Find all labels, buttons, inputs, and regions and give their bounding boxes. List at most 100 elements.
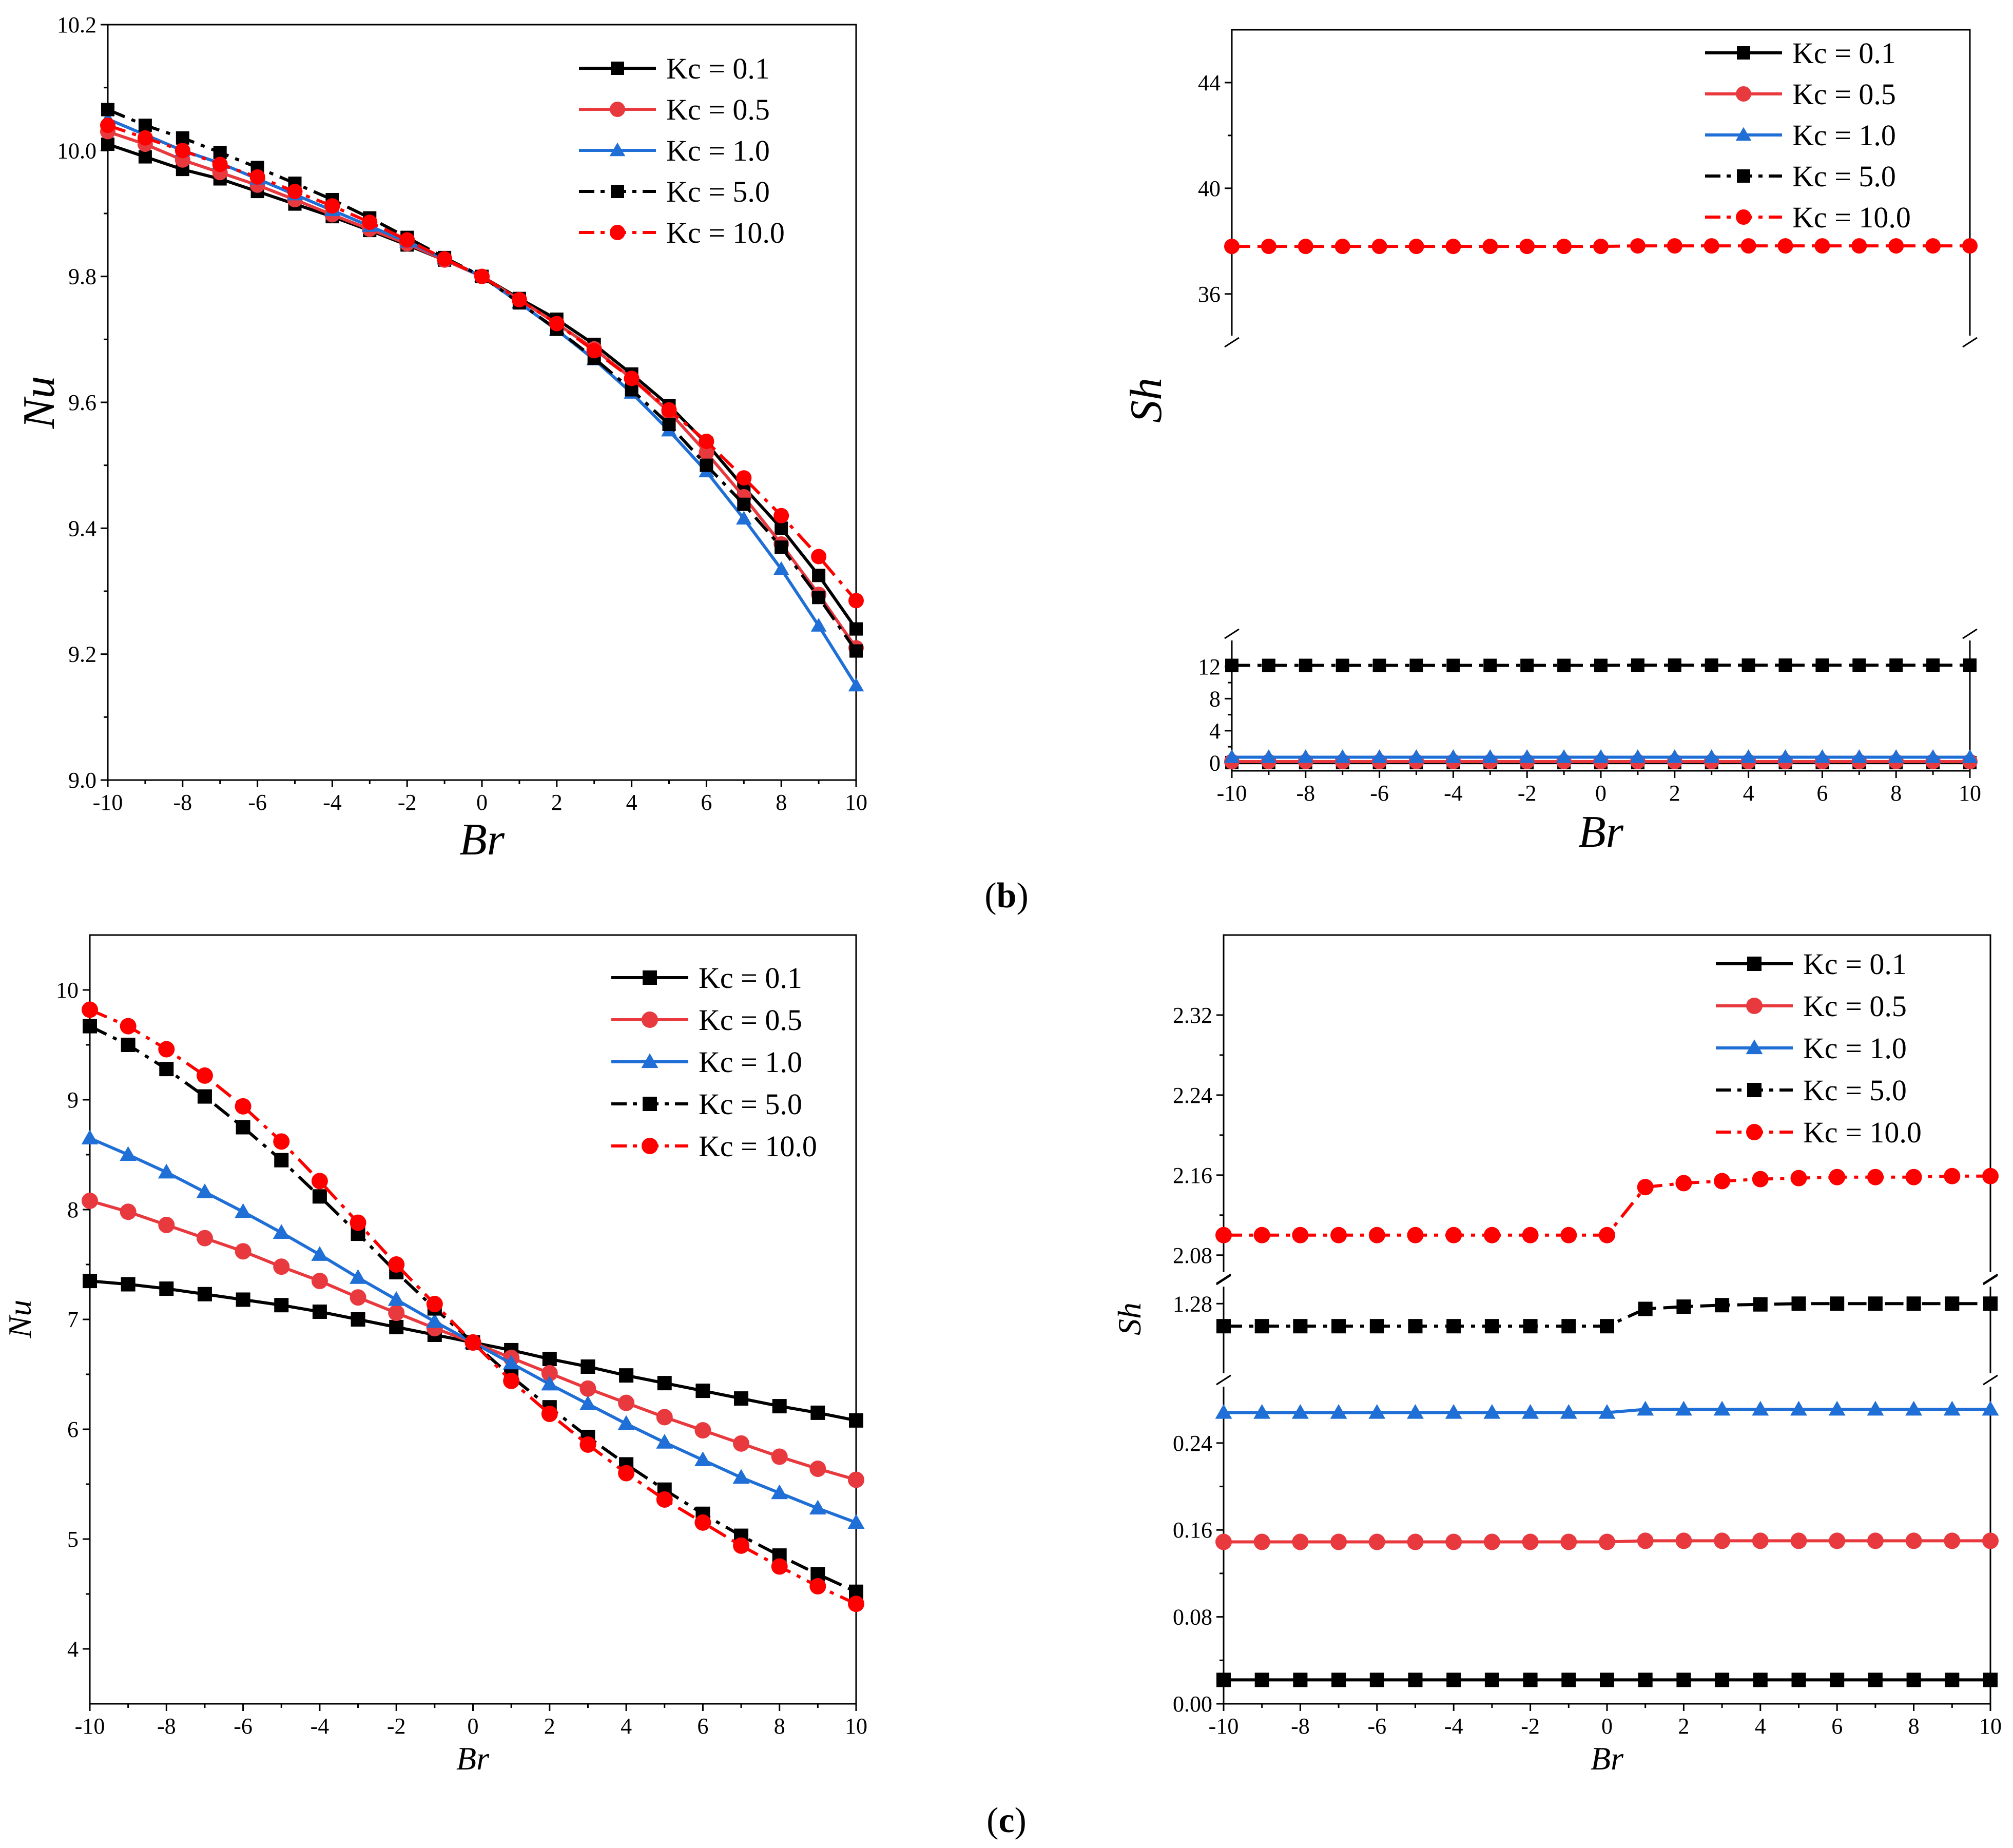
data-point	[1925, 749, 1941, 763]
data-point	[1962, 238, 1978, 254]
data-point	[848, 1596, 864, 1612]
data-point	[848, 677, 864, 692]
axis-break-mark	[1962, 628, 1978, 639]
data-point	[1714, 1173, 1731, 1190]
data-point	[83, 1019, 97, 1034]
data-point	[1407, 1227, 1424, 1243]
data-point	[1225, 658, 1238, 672]
data-point	[662, 417, 676, 431]
data-point	[1705, 658, 1718, 672]
data-point	[812, 591, 826, 605]
data-point	[1631, 658, 1644, 672]
data-point	[1599, 1227, 1615, 1243]
x-tick-label: -6	[1367, 1714, 1386, 1739]
data-point	[694, 1514, 711, 1531]
data-point	[1334, 239, 1350, 255]
data-point	[196, 1067, 213, 1084]
x-axis-title: Br	[456, 1740, 490, 1777]
data-point	[1778, 658, 1792, 672]
x-tick-label: 2	[544, 1714, 555, 1739]
data-point	[175, 143, 190, 159]
data-point	[771, 1484, 788, 1500]
axis-break-mark	[1983, 1274, 1998, 1286]
legend-marker-4	[1746, 1124, 1763, 1140]
x-axis-title: Br	[459, 815, 505, 865]
data-point	[1561, 1319, 1576, 1334]
data-point	[1369, 1672, 1384, 1687]
x-tick-label: 10	[845, 790, 867, 815]
data-point	[1298, 749, 1314, 763]
x-tick-label: -6	[248, 790, 267, 815]
x-tick-label: -4	[311, 1714, 330, 1739]
data-point	[586, 343, 602, 359]
data-point	[618, 1394, 635, 1411]
data-point	[1777, 238, 1793, 254]
data-point	[1752, 1400, 1769, 1416]
x-tick-label: 4	[1755, 1714, 1766, 1739]
data-point	[1925, 238, 1941, 254]
data-point	[197, 1287, 212, 1301]
series-line-3	[89, 1024, 857, 1593]
data-point	[736, 511, 752, 525]
legend-label-0: Kc = 0.1	[666, 52, 770, 85]
data-point	[464, 1334, 481, 1351]
y-tick-label: 12	[1198, 654, 1221, 679]
axis-break-mark	[1962, 337, 1978, 348]
x-tick-label: -10	[1209, 1714, 1239, 1739]
y-tick-label: 4	[67, 1637, 79, 1662]
legend-marker-2	[1746, 1039, 1763, 1055]
data-point	[350, 1214, 366, 1231]
data-point	[1600, 1672, 1614, 1687]
data-point	[1830, 1672, 1845, 1687]
data-point	[1982, 1400, 1999, 1416]
y-axis-title: Sh	[1121, 378, 1171, 423]
y-tick-label: 10.2	[57, 12, 96, 37]
y-tick-label: 1.28	[1173, 1291, 1212, 1316]
data-point	[1852, 658, 1866, 672]
data-point	[1407, 1533, 1424, 1550]
data-point	[1409, 658, 1423, 672]
data-point	[812, 569, 826, 582]
data-point	[1408, 749, 1424, 763]
data-point	[158, 1216, 175, 1233]
x-tick-label: 8	[1890, 781, 1902, 806]
data-point	[1600, 1319, 1614, 1334]
data-point	[1371, 749, 1387, 763]
y-tick-label: 8	[1209, 686, 1221, 711]
data-point	[542, 1352, 557, 1367]
data-point	[624, 371, 640, 386]
x-tick-label: -4	[323, 790, 342, 815]
x-tick-label: -2	[1518, 781, 1537, 806]
data-point	[1299, 658, 1312, 672]
data-point	[1675, 1400, 1692, 1416]
data-point	[1482, 749, 1498, 763]
data-point	[1905, 1400, 1923, 1416]
data-point	[101, 103, 114, 116]
data-point	[1905, 1532, 1922, 1549]
data-point	[694, 1422, 711, 1439]
series-line-4	[89, 1008, 857, 1605]
y-tick-label: 7	[67, 1307, 79, 1332]
data-point	[1446, 658, 1460, 672]
chart-c-right: -10 -8 -6 -4 -2 0 2 4 6 8 10 0.00 0.08 0.16 0.24 1.28 2.…	[1111, 934, 2002, 1777]
y-tick-label: 10.0	[57, 138, 96, 163]
data-point	[1215, 1227, 1232, 1243]
data-point	[1889, 658, 1903, 672]
data-point	[1828, 1400, 1846, 1416]
data-point	[1261, 239, 1276, 255]
legend-marker-3	[643, 1097, 657, 1111]
data-point	[1216, 1319, 1231, 1334]
legend-label-1: Kc = 0.5	[699, 1003, 802, 1037]
legend-marker-3	[1747, 1083, 1762, 1097]
legend-label-1: Kc = 0.5	[1792, 77, 1896, 111]
data-point	[809, 1578, 826, 1595]
y-axis-title: Nu	[2, 1300, 38, 1339]
data-point	[810, 1405, 825, 1420]
data-point	[311, 1173, 328, 1190]
data-point	[159, 1062, 174, 1077]
data-point	[1445, 1404, 1462, 1419]
data-point	[1484, 1319, 1499, 1334]
data-point	[1368, 1227, 1385, 1243]
data-point	[737, 497, 751, 511]
legend-marker-1	[642, 1011, 658, 1028]
